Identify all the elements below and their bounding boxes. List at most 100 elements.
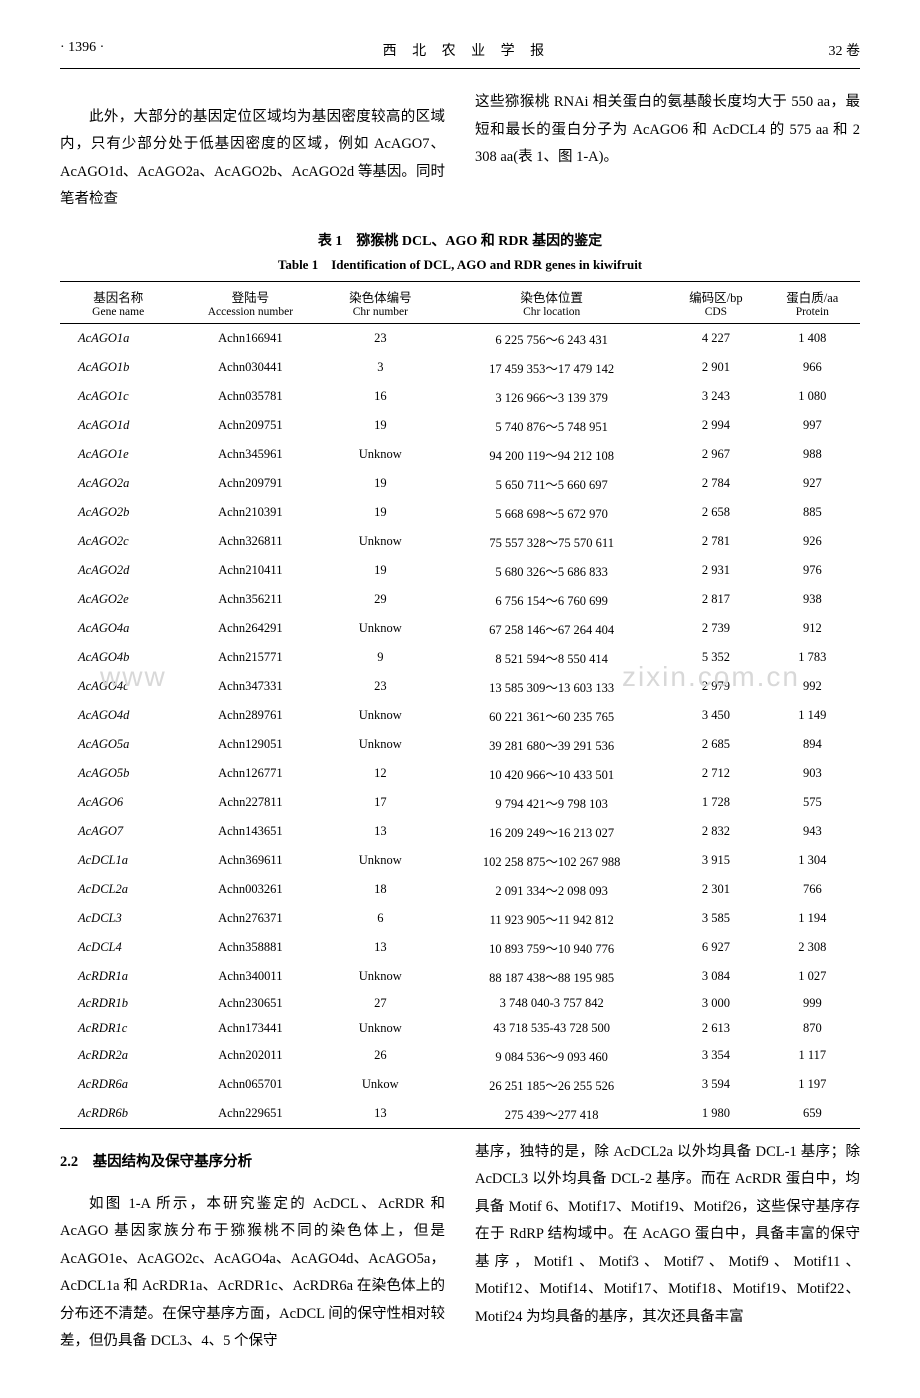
table-cell: AcDCL2a	[60, 875, 176, 904]
table-cell: 894	[765, 730, 860, 759]
table-cell: AcRDR1c	[60, 1016, 176, 1041]
table-cell: Unkow	[324, 1070, 436, 1099]
table-cell: 992	[765, 672, 860, 701]
table-wrapper: www zixin.com.cn 基因名称Gene name 登陆号Access…	[60, 281, 860, 1129]
table-cell: 927	[765, 469, 860, 498]
table-cell: 6 225 756～6 243 431	[436, 323, 667, 353]
table-row: AcAGO4dAchn289761Unknow60 221 361～60 235…	[60, 701, 860, 730]
table-cell: 2 712	[667, 759, 765, 788]
table-row: AcAGO1eAchn345961Unknow94 200 119～94 212…	[60, 440, 860, 469]
table-row: AcAGO4aAchn264291Unknow67 258 146～67 264…	[60, 614, 860, 643]
table-row: AcAGO1cAchn035781163 126 966～3 139 3793 …	[60, 382, 860, 411]
table-cell: AcAGO2b	[60, 498, 176, 527]
table-cell: AcRDR1a	[60, 962, 176, 991]
table-cell: 26 251 185～26 255 526	[436, 1070, 667, 1099]
table-row: AcAGO6Achn227811179 794 421～9 798 1031 7…	[60, 788, 860, 817]
table-cell: Achn126771	[176, 759, 324, 788]
table-cell: 19	[324, 556, 436, 585]
table-cell: 575	[765, 788, 860, 817]
table-cell: 4 227	[667, 323, 765, 353]
table-cell: 2 685	[667, 730, 765, 759]
table-body: AcAGO1aAchn166941236 225 756～6 243 4314 …	[60, 323, 860, 1128]
table-cell: Achn264291	[176, 614, 324, 643]
table-cell: 10 893 759～10 940 776	[436, 933, 667, 962]
table-cell: 2 994	[667, 411, 765, 440]
page-number-left: · 1396 ·	[60, 40, 104, 60]
table-cell: AcAGO1a	[60, 323, 176, 353]
table-cell: 6 927	[667, 933, 765, 962]
table-cell: 2 784	[667, 469, 765, 498]
table-cell: AcRDR6a	[60, 1070, 176, 1099]
bottom-paragraph-block: 2.2 基因结构及保守基序分析 如图 1-A 所示，本研究鉴定的 AcDCL、A…	[60, 1139, 860, 1359]
table-cell: AcAGO4c	[60, 672, 176, 701]
table-cell: Achn347331	[176, 672, 324, 701]
table-row: AcRDR1cAchn173441Unknow43 718 535-43 728…	[60, 1016, 860, 1041]
table-cell: 1 117	[765, 1041, 860, 1070]
col-chr-location: 染色体位置Chr location	[436, 281, 667, 323]
table-cell: 2 901	[667, 353, 765, 382]
table-cell: 13 585 309～13 603 133	[436, 672, 667, 701]
table-cell: 67 258 146～67 264 404	[436, 614, 667, 643]
table-cell: Achn209791	[176, 469, 324, 498]
table-cell: Achn003261	[176, 875, 324, 904]
table-cell: 102 258 875～102 267 988	[436, 846, 667, 875]
table-cell: 13	[324, 1099, 436, 1129]
table-cell: AcAGO1e	[60, 440, 176, 469]
table-cell: 9 794 421～9 798 103	[436, 788, 667, 817]
table-row: AcAGO1aAchn166941236 225 756～6 243 4314 …	[60, 323, 860, 353]
table-cell: AcAGO1d	[60, 411, 176, 440]
table-caption-cn: 表 1 猕猴桃 DCL、AGO 和 RDR 基因的鉴定	[60, 230, 860, 250]
table-cell: 19	[324, 469, 436, 498]
table-cell: Achn129051	[176, 730, 324, 759]
table-cell: 2 658	[667, 498, 765, 527]
table-row: AcAGO5aAchn129051Unknow39 281 680～39 291…	[60, 730, 860, 759]
table-cell: 27	[324, 991, 436, 1016]
table-cell: AcAGO6	[60, 788, 176, 817]
table-cell: 1 304	[765, 846, 860, 875]
table-cell: Unknow	[324, 730, 436, 759]
table-cell: 2 931	[667, 556, 765, 585]
table-cell: 2 817	[667, 585, 765, 614]
table-cell: 3 585	[667, 904, 765, 933]
col-protein: 蛋白质/aaProtein	[765, 281, 860, 323]
table-cell: 75 557 328～75 570 611	[436, 527, 667, 556]
table-cell: 12	[324, 759, 436, 788]
table-cell: 1 149	[765, 701, 860, 730]
table-cell: Unknow	[324, 701, 436, 730]
table-cell: Achn276371	[176, 904, 324, 933]
table-cell: 3 126 966～3 139 379	[436, 382, 667, 411]
col-cds: 编码区/bpCDS	[667, 281, 765, 323]
table-cell: 766	[765, 875, 860, 904]
table-cell: 16 209 249～16 213 027	[436, 817, 667, 846]
table-cell: AcDCL3	[60, 904, 176, 933]
table-cell: 2 301	[667, 875, 765, 904]
table-cell: Unknow	[324, 962, 436, 991]
table-cell: 2 739	[667, 614, 765, 643]
table-cell: AcAGO4b	[60, 643, 176, 672]
table-cell: 1 783	[765, 643, 860, 672]
table-row: AcAGO2aAchn209791195 650 711～5 660 6972 …	[60, 469, 860, 498]
table-cell: Achn289761	[176, 701, 324, 730]
table-cell: 13	[324, 817, 436, 846]
table-cell: Achn173441	[176, 1016, 324, 1041]
table-cell: 9 084 536～9 093 460	[436, 1041, 667, 1070]
table-cell: 13	[324, 933, 436, 962]
table-row: AcAGO4bAchn21577198 521 594～8 550 4145 3…	[60, 643, 860, 672]
table-cell: 3 354	[667, 1041, 765, 1070]
table-cell: 870	[765, 1016, 860, 1041]
table-cell: 2 308	[765, 933, 860, 962]
table-cell: 999	[765, 991, 860, 1016]
table-row: AcAGO1bAchn030441317 459 353～17 479 1422…	[60, 353, 860, 382]
table-cell: AcAGO2d	[60, 556, 176, 585]
table-cell: Achn358881	[176, 933, 324, 962]
table-cell: 5 668 698～5 672 970	[436, 498, 667, 527]
table-cell: AcAGO1b	[60, 353, 176, 382]
table-cell: Achn340011	[176, 962, 324, 991]
table-cell: 6 756 154～6 760 699	[436, 585, 667, 614]
table-cell: 2 979	[667, 672, 765, 701]
table-row: AcAGO2eAchn356211296 756 154～6 760 6992 …	[60, 585, 860, 614]
table-cell: 2 613	[667, 1016, 765, 1041]
table-cell: AcAGO5a	[60, 730, 176, 759]
table-cell: 17 459 353～17 479 142	[436, 353, 667, 382]
table-cell: 11 923 905～11 942 812	[436, 904, 667, 933]
